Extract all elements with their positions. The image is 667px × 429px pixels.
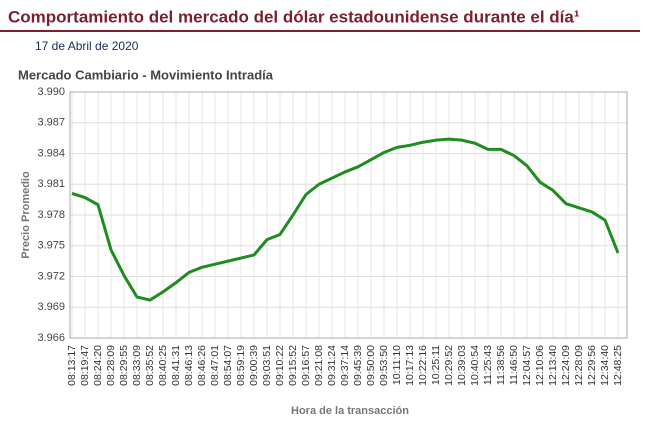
x-tick-label: 08:47:01	[209, 345, 221, 386]
plot-frame	[69, 91, 628, 339]
x-tick-label: 11:46:50	[508, 345, 520, 385]
x-tick-label: 08:59:19	[235, 345, 247, 386]
x-tick-label: 09:00:39	[248, 345, 260, 386]
x-tick-label: 08:13:17	[66, 345, 78, 386]
x-tick-label: 12:48:25	[612, 345, 624, 386]
x-tick-label: 08:46:26	[196, 345, 208, 386]
x-tick-label: 12:29:56	[586, 345, 598, 386]
y-tick-label: 3.990	[37, 86, 65, 98]
x-tick-label: 09:31:24	[326, 345, 338, 386]
x-tick-label: 12:34:40	[599, 345, 611, 386]
x-tick-label: 09:53:50	[378, 345, 390, 386]
x-tick-label: 09:03:51	[261, 345, 273, 386]
x-tick-label: 10:25:11	[430, 345, 442, 385]
x-tick-label: 08:19:47	[79, 345, 91, 386]
x-tick-label: 12:24:09	[560, 345, 572, 386]
x-tick-label: 10:17:13	[404, 345, 416, 386]
y-tick-label: 3.969	[37, 301, 65, 313]
x-tick-label: 09:45:39	[352, 345, 364, 386]
x-tick-label: 08:24:20	[92, 345, 104, 386]
x-tick-label: 08:40:25	[157, 345, 169, 386]
y-tick-label: 3.972	[37, 270, 65, 282]
x-tick-label: 09:21:08	[313, 345, 325, 386]
x-tick-label: 10:22:16	[417, 345, 429, 386]
x-tick-label: 09:37:14	[339, 345, 351, 386]
y-tick-label: 3.975	[37, 240, 65, 252]
x-tick-label: 09:15:52	[287, 345, 299, 386]
x-tick-label: 11:38:56	[495, 345, 507, 385]
x-tick-label: 09:16:57	[300, 345, 312, 386]
x-tick-label: 10:11:10	[391, 345, 403, 385]
x-tick-label: 08:35:52	[144, 345, 156, 386]
x-tick-label: 10:39:03	[456, 345, 468, 386]
x-tick-label: 12:10:06	[534, 345, 546, 386]
y-tick-label: 3.978	[37, 209, 65, 221]
x-tick-label: 08:28:09	[105, 345, 117, 386]
x-tick-label: 08:41:31	[170, 345, 182, 386]
x-tick-label: 08:46:13	[183, 345, 195, 386]
x-tick-label: 10:40:54	[469, 345, 481, 386]
y-tick-label: 3.987	[37, 117, 65, 129]
y-axis-label: Precio Promedio	[20, 171, 32, 259]
page-title: Comportamiento del mercado del dólar est…	[8, 7, 580, 26]
y-tick-label: 3.966	[37, 332, 65, 344]
x-tick-label: 09:50:00	[365, 345, 377, 386]
x-tick-label: 08:29:55	[118, 345, 130, 386]
date: 17 de Abril de 2020	[35, 39, 139, 53]
x-tick-label: 12:04:57	[521, 345, 533, 386]
x-tick-label: 12:28:09	[573, 345, 585, 386]
price-line	[71, 137, 620, 302]
x-tick-label: 08:33:09	[131, 345, 143, 386]
x-tick-label: 11:25:43	[482, 345, 494, 385]
x-tick-label: 09:10:22	[274, 345, 286, 386]
x-tick-label: 10:29:52	[443, 345, 455, 386]
y-tick-label: 3.981	[37, 178, 65, 190]
x-tick-label: 08:54:07	[222, 345, 234, 386]
x-axis-label: Hora de la transacción	[291, 405, 409, 417]
chart-title: Mercado Cambiario - Movimiento Intradía	[18, 67, 274, 82]
y-tick-label: 3.984	[37, 147, 65, 159]
x-tick-label: 12:13:40	[547, 345, 559, 386]
